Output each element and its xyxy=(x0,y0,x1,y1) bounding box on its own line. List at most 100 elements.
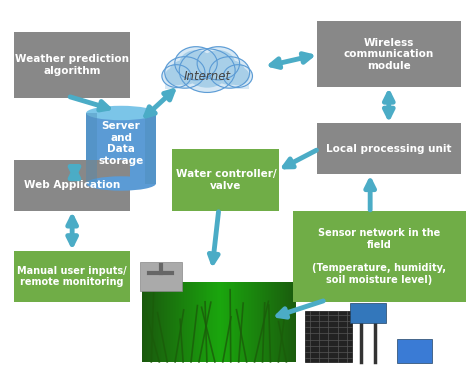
FancyBboxPatch shape xyxy=(176,282,178,362)
FancyBboxPatch shape xyxy=(260,282,262,362)
Circle shape xyxy=(162,65,191,87)
FancyBboxPatch shape xyxy=(268,282,269,362)
FancyBboxPatch shape xyxy=(174,282,176,362)
FancyBboxPatch shape xyxy=(150,282,151,362)
FancyBboxPatch shape xyxy=(292,282,294,362)
Text: Weather prediction
algorithm: Weather prediction algorithm xyxy=(15,54,129,76)
FancyBboxPatch shape xyxy=(218,282,219,362)
FancyBboxPatch shape xyxy=(142,282,144,362)
FancyBboxPatch shape xyxy=(294,282,296,362)
Text: Water controller/
valve: Water controller/ valve xyxy=(175,169,276,191)
Text: Manual user inputs/
remote monitoring: Manual user inputs/ remote monitoring xyxy=(18,266,127,287)
FancyBboxPatch shape xyxy=(151,282,153,362)
FancyBboxPatch shape xyxy=(189,282,190,362)
FancyBboxPatch shape xyxy=(181,282,182,362)
FancyBboxPatch shape xyxy=(144,282,145,362)
Text: Sensor network in the
field

(Temperature, humidity,
soil moisture level): Sensor network in the field (Temperature… xyxy=(312,228,447,284)
FancyBboxPatch shape xyxy=(140,262,182,291)
FancyBboxPatch shape xyxy=(224,282,226,362)
FancyBboxPatch shape xyxy=(178,282,179,362)
FancyBboxPatch shape xyxy=(232,282,234,362)
FancyBboxPatch shape xyxy=(290,282,291,362)
FancyBboxPatch shape xyxy=(204,282,206,362)
FancyBboxPatch shape xyxy=(156,282,157,362)
FancyBboxPatch shape xyxy=(167,282,168,362)
FancyBboxPatch shape xyxy=(215,282,217,362)
FancyBboxPatch shape xyxy=(282,282,283,362)
FancyBboxPatch shape xyxy=(275,282,277,362)
FancyBboxPatch shape xyxy=(288,282,290,362)
FancyBboxPatch shape xyxy=(170,282,172,362)
FancyBboxPatch shape xyxy=(179,282,181,362)
FancyBboxPatch shape xyxy=(86,113,156,184)
FancyBboxPatch shape xyxy=(246,282,247,362)
FancyBboxPatch shape xyxy=(240,282,241,362)
Circle shape xyxy=(180,51,212,76)
FancyBboxPatch shape xyxy=(193,282,195,362)
FancyBboxPatch shape xyxy=(226,282,228,362)
Circle shape xyxy=(179,49,235,92)
FancyBboxPatch shape xyxy=(397,339,432,363)
Circle shape xyxy=(210,57,250,88)
FancyBboxPatch shape xyxy=(283,282,285,362)
FancyBboxPatch shape xyxy=(241,282,243,362)
Circle shape xyxy=(227,68,249,84)
FancyBboxPatch shape xyxy=(317,21,461,87)
FancyBboxPatch shape xyxy=(230,282,232,362)
FancyBboxPatch shape xyxy=(14,251,130,302)
Circle shape xyxy=(223,65,253,87)
FancyBboxPatch shape xyxy=(161,282,162,362)
FancyBboxPatch shape xyxy=(234,282,235,362)
FancyBboxPatch shape xyxy=(285,282,286,362)
Circle shape xyxy=(197,47,239,80)
Ellipse shape xyxy=(86,176,156,191)
FancyBboxPatch shape xyxy=(237,282,238,362)
FancyBboxPatch shape xyxy=(228,282,229,362)
FancyBboxPatch shape xyxy=(198,282,200,362)
FancyBboxPatch shape xyxy=(251,282,252,362)
Circle shape xyxy=(165,68,187,84)
FancyBboxPatch shape xyxy=(14,32,130,98)
FancyBboxPatch shape xyxy=(201,282,202,362)
FancyBboxPatch shape xyxy=(277,282,279,362)
FancyBboxPatch shape xyxy=(249,282,251,362)
FancyBboxPatch shape xyxy=(206,282,207,362)
FancyBboxPatch shape xyxy=(252,282,254,362)
FancyBboxPatch shape xyxy=(185,282,187,362)
FancyBboxPatch shape xyxy=(184,282,185,362)
Circle shape xyxy=(202,51,234,76)
FancyBboxPatch shape xyxy=(172,282,173,362)
FancyBboxPatch shape xyxy=(266,282,268,362)
FancyBboxPatch shape xyxy=(210,282,212,362)
Text: Web Application: Web Application xyxy=(24,180,120,190)
FancyBboxPatch shape xyxy=(280,282,282,362)
FancyBboxPatch shape xyxy=(305,311,352,362)
FancyBboxPatch shape xyxy=(190,282,191,362)
FancyBboxPatch shape xyxy=(196,282,198,362)
Circle shape xyxy=(175,47,217,80)
FancyBboxPatch shape xyxy=(279,282,280,362)
FancyBboxPatch shape xyxy=(187,282,189,362)
Circle shape xyxy=(170,61,200,84)
FancyBboxPatch shape xyxy=(274,282,275,362)
Text: Local processing unit: Local processing unit xyxy=(326,144,452,154)
FancyBboxPatch shape xyxy=(200,282,201,362)
FancyBboxPatch shape xyxy=(293,211,465,302)
FancyBboxPatch shape xyxy=(221,282,223,362)
FancyBboxPatch shape xyxy=(162,282,164,362)
FancyBboxPatch shape xyxy=(172,149,279,211)
FancyBboxPatch shape xyxy=(145,282,146,362)
FancyBboxPatch shape xyxy=(213,282,215,362)
FancyBboxPatch shape xyxy=(229,282,230,362)
FancyBboxPatch shape xyxy=(247,282,249,362)
Circle shape xyxy=(165,57,205,88)
FancyBboxPatch shape xyxy=(273,282,274,362)
FancyBboxPatch shape xyxy=(153,282,155,362)
FancyBboxPatch shape xyxy=(164,282,165,362)
FancyBboxPatch shape xyxy=(146,113,156,184)
FancyBboxPatch shape xyxy=(168,282,170,362)
FancyBboxPatch shape xyxy=(263,282,264,362)
Ellipse shape xyxy=(86,106,156,120)
FancyBboxPatch shape xyxy=(291,282,292,362)
FancyBboxPatch shape xyxy=(182,282,184,362)
